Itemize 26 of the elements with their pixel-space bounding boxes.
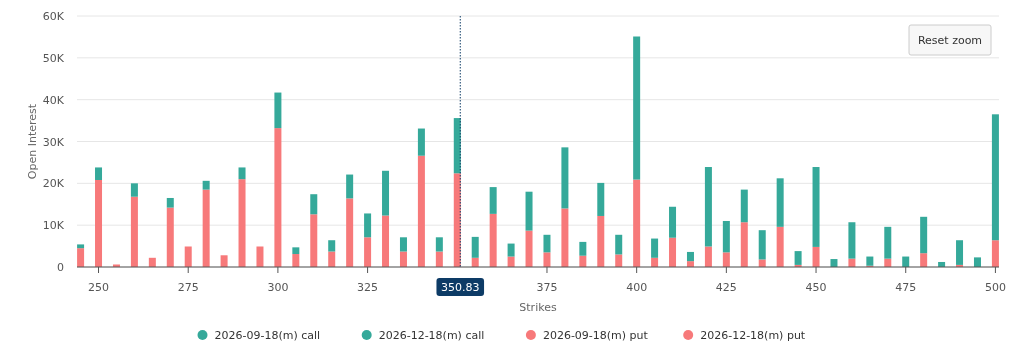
y-tick-label: 20K	[42, 177, 65, 191]
x-tick-label: 275	[177, 281, 199, 294]
legend-label: 2026-12-18(m) put	[700, 329, 806, 342]
x-tick-label: 425	[715, 281, 737, 294]
legend-label: 2026-09-18(m) put	[542, 329, 649, 342]
y-tick-label: 0	[57, 261, 64, 274]
y-tick-label: 10K	[42, 219, 65, 233]
x-axis-title: Strikes	[519, 301, 557, 314]
legend-label: 2026-12-18(m) call	[378, 329, 485, 342]
x-tick-label: 325	[357, 281, 379, 294]
x-tick-label: 500	[984, 281, 1006, 294]
y-tick-label: 40K	[42, 93, 65, 107]
ref-line-label: 350.83	[441, 281, 480, 294]
x-tick-label: 300	[267, 281, 289, 294]
y-tick-label: 60K	[42, 10, 65, 23]
reset-zoom-button: Reset zoom	[908, 24, 992, 56]
x-tick-label: 450	[805, 281, 827, 294]
y-axis-title: Open Interest	[26, 103, 39, 180]
x-tick-label: 475	[895, 281, 917, 294]
y-tick-label: 30K	[42, 135, 65, 149]
x-tick-label: 375	[536, 281, 558, 294]
x-tick-label: 250	[88, 281, 110, 294]
x-tick-label: 400	[626, 281, 648, 294]
annotation: Reset zoom	[917, 34, 983, 47]
y-tick-label: 50K	[42, 51, 65, 65]
legend-label: 2026-09-18(m) call	[214, 329, 321, 342]
